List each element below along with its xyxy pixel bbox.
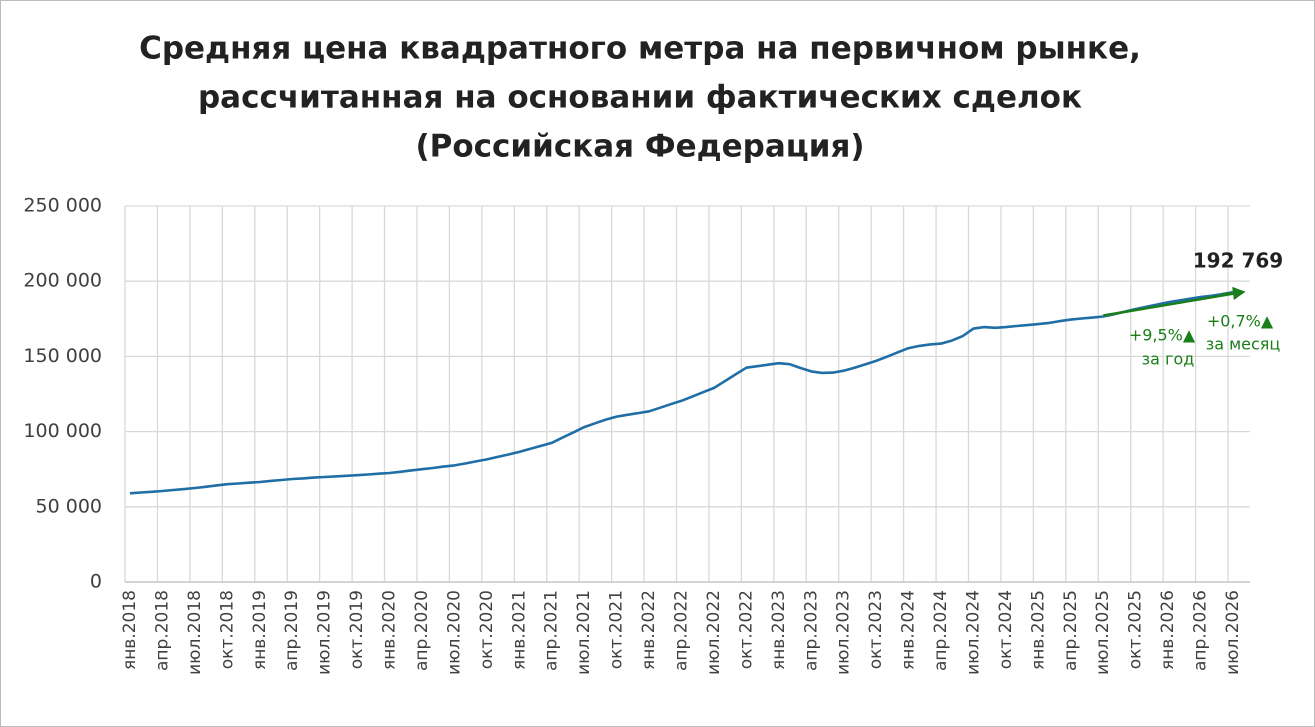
x-tick-label: янв.2022 — [639, 590, 659, 670]
x-tick-label: янв.2021 — [509, 590, 529, 670]
x-tick-label: янв.2020 — [380, 590, 400, 670]
x-tick-label: окт.2022 — [736, 590, 756, 669]
x-tick-label: окт.2024 — [996, 590, 1016, 669]
x-tick-label: июл.2025 — [1093, 590, 1113, 675]
x-tick-label: окт.2025 — [1126, 590, 1146, 669]
x-tick-label: окт.2023 — [866, 590, 886, 669]
annotation: за месяц — [1206, 335, 1281, 354]
x-tick-label: июл.2024 — [963, 590, 983, 675]
x-tick-label: апр.2026 — [1191, 590, 1211, 671]
x-tick-label: янв.2019 — [250, 590, 270, 670]
x-tick-label: янв.2018 — [120, 590, 140, 670]
x-tick-label: июл.2023 — [834, 590, 854, 675]
x-tick-label: янв.2026 — [1158, 590, 1178, 670]
x-tick-label: июл.2019 — [315, 590, 335, 675]
annotation: за год — [1142, 350, 1195, 369]
trend-arrow — [1222, 286, 1246, 300]
x-tick-label: апр.2025 — [1061, 590, 1081, 671]
x-tick-label: апр.2019 — [282, 590, 302, 671]
x-tick-label: апр.2022 — [672, 590, 692, 671]
x-tick-label: янв.2023 — [769, 590, 789, 670]
x-tick-label: июл.2020 — [444, 590, 464, 675]
x-tick-label: апр.2021 — [542, 590, 562, 671]
x-tick-label: июл.2022 — [704, 590, 724, 675]
x-tick-label: окт.2020 — [477, 590, 497, 669]
x-tick-label: янв.2025 — [1028, 590, 1048, 670]
x-tick-label: окт.2019 — [347, 590, 367, 669]
x-tick-label: янв.2024 — [899, 590, 919, 670]
chart-title: (Российская Федерация) — [415, 129, 864, 165]
x-tick-label: окт.2021 — [607, 590, 627, 669]
x-tick-label: апр.2023 — [801, 590, 821, 671]
trend-arrow — [1103, 287, 1246, 317]
y-tick-label: 100 000 — [23, 420, 102, 442]
x-tick-label: апр.2020 — [412, 590, 432, 671]
chart-title: рассчитанная на основании фактических сд… — [198, 80, 1082, 116]
chart-title: Средняя цена квадратного метра на первич… — [139, 31, 1141, 67]
annotation: +9,5%▲ — [1129, 326, 1196, 345]
x-tick-label: июл.2021 — [574, 590, 594, 675]
y-tick-label: 150 000 — [23, 345, 102, 367]
line — [129, 290, 1234, 495]
y-tick-label: 0 — [90, 571, 102, 593]
y-tick-label: 200 000 — [23, 270, 102, 292]
y-tick-label: 250 000 — [23, 195, 102, 217]
value-label: 192 769 — [1193, 249, 1283, 273]
x-tick-label: июл.2026 — [1223, 590, 1243, 675]
x-tick-label: апр.2018 — [152, 590, 172, 671]
annotation: +0,7%▲ — [1207, 312, 1274, 331]
y-tick-label: 50 000 — [36, 495, 102, 517]
x-tick-label: июл.2018 — [185, 590, 205, 675]
x-tick-label: апр.2024 — [931, 590, 951, 671]
x-tick-label: окт.2018 — [217, 590, 237, 669]
